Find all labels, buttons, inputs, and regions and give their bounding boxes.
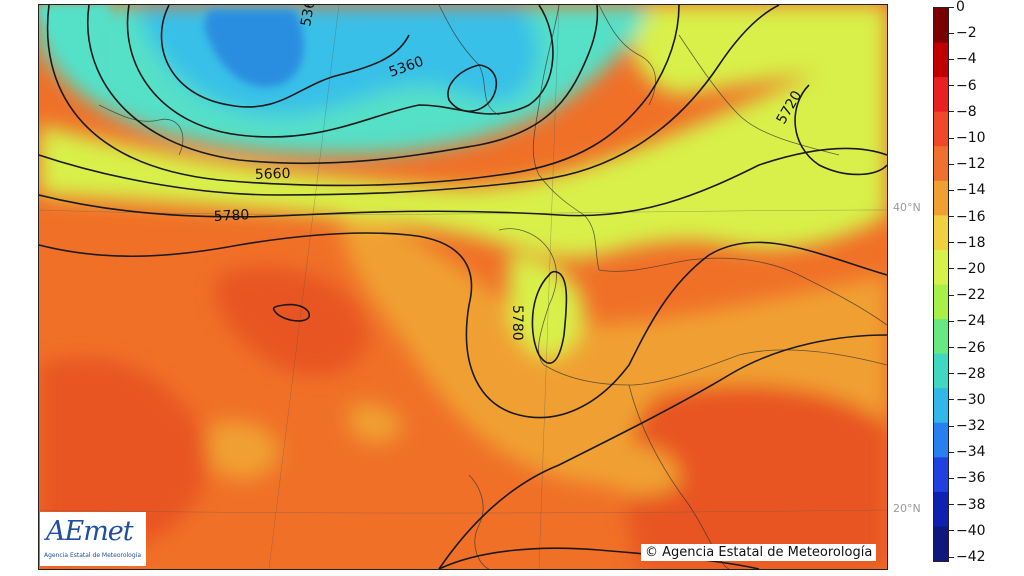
- colorbar-tick-label: −4: [948, 52, 977, 66]
- colorbar-segment: [934, 249, 948, 286]
- aemet-logo: AEmet Agencia Estatal de Meteorología: [40, 512, 146, 566]
- copyright-notice: © Agencia Estatal de Meteorología: [641, 544, 877, 561]
- contour-label: 5360: [298, 5, 320, 28]
- colorbar-tick-label: −40: [948, 524, 986, 538]
- colorbar-tick-label: −2: [948, 26, 977, 40]
- colorbar-tick-label: −10: [948, 131, 986, 145]
- contour-label: 5660: [255, 166, 291, 183]
- colorbar-tick-label: −14: [948, 183, 986, 197]
- colorbar-segment: [934, 491, 948, 528]
- colorbar-tick-label: 0: [948, 0, 965, 14]
- colorbar-tick-label: −16: [948, 210, 986, 224]
- colorbar-tick-label: −26: [948, 341, 986, 355]
- colorbar-tick-label: −6: [948, 79, 977, 93]
- graticule: [39, 5, 887, 569]
- colorbar-tick-label: −38: [948, 498, 986, 512]
- colorbar-segment: [934, 215, 948, 251]
- colorbar-segment: [934, 284, 948, 320]
- contour-label: 5780: [213, 207, 249, 225]
- colorbar-tick-label: −36: [948, 471, 986, 485]
- colorbar-segment: [934, 526, 948, 561]
- colorbar-tick-label: −28: [948, 367, 986, 381]
- colorbar-tick-label: −42: [948, 550, 986, 564]
- colorbar-segment: [934, 180, 948, 216]
- colorbar: [933, 7, 949, 562]
- aemet-logo-wordmark: AEmet: [46, 516, 134, 547]
- colorbar-tick-label: −24: [948, 314, 986, 328]
- colorbar-segment: [934, 422, 948, 458]
- contour-label: 5780: [509, 305, 525, 341]
- colorbar-segment: [934, 319, 948, 355]
- colorbar-tick-label: −8: [948, 105, 977, 119]
- temperature-field-detail: [39, 5, 304, 95]
- map-canvas: 5360 5360 5720 5660 5780 5780: [39, 5, 887, 569]
- colorbar-segment: [934, 388, 948, 424]
- colorbar-ticks: 0 −2 −4 −6 −8 −10 −12 −14 −16 −18 −20 −22 −24 −26 −28 −…: [948, 0, 1024, 576]
- colorbar-segment: [934, 111, 948, 147]
- colorbar-tick-label: −32: [948, 419, 986, 433]
- colorbar-tick-label: −22: [948, 288, 986, 302]
- colorbar-tick-label: −30: [948, 393, 986, 407]
- colorbar-segment: [934, 457, 948, 493]
- colorbar-tick-label: −18: [948, 236, 986, 250]
- colorbar-tick-label: −20: [948, 262, 986, 276]
- geopotential-contours: [39, 5, 887, 569]
- colorbar-segment: [934, 77, 948, 113]
- temperature-map: 5360 5360 5720 5660 5780 5780 40°N 20°N: [38, 4, 888, 570]
- colorbar-segment: [934, 8, 948, 44]
- colorbar-segment: [934, 353, 948, 389]
- latitude-label-40n: 40°N: [893, 201, 921, 214]
- colorbar-segment: [934, 42, 948, 78]
- latitude-label-20n: 20°N: [893, 502, 921, 515]
- colorbar-tick-label: −12: [948, 157, 986, 171]
- aemet-logo-subtitle: Agencia Estatal de Meteorología: [44, 552, 141, 559]
- colorbar-tick-label: −34: [948, 445, 986, 459]
- colorbar-segment: [934, 146, 948, 182]
